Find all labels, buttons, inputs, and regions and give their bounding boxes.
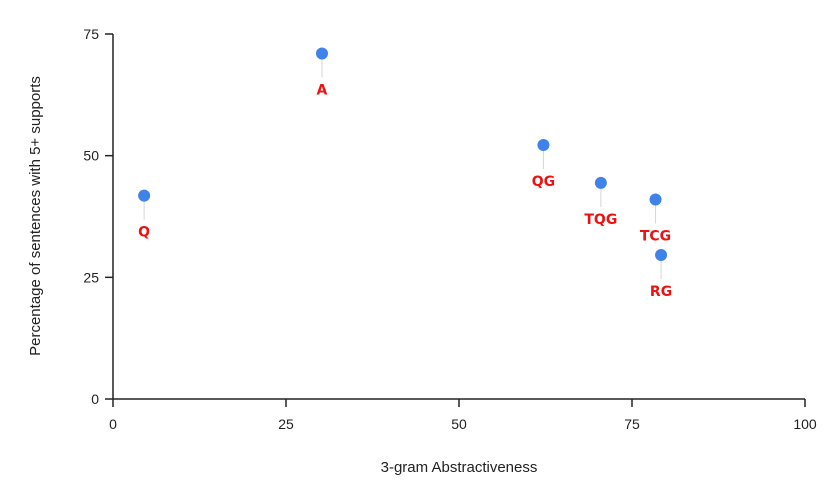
y-ticks: 0 25 50 75 <box>83 26 113 407</box>
x-axis-title: 3-gram Abstractiveness <box>381 459 538 476</box>
x-tick-label: 100 <box>793 416 817 432</box>
data-point <box>594 176 607 189</box>
data-point-label: RG <box>650 284 672 300</box>
point-labels: Q A QG TQG TCG RG <box>138 82 672 299</box>
x-ticks: 0 25 50 75 100 <box>109 399 817 432</box>
label-leaders <box>143 59 662 279</box>
data-point <box>138 189 151 202</box>
x-tick-label: 50 <box>451 416 467 432</box>
x-tick-label: 25 <box>278 416 294 432</box>
y-tick-label: 75 <box>83 26 99 42</box>
x-tick-label: 75 <box>624 416 640 432</box>
data-point-label: QG <box>532 174 555 190</box>
data-point-label: TQG <box>584 212 617 228</box>
data-points <box>138 47 668 261</box>
x-tick-label: 0 <box>109 416 117 432</box>
data-point <box>649 193 662 206</box>
y-tick-label: 0 <box>91 391 99 407</box>
data-point <box>537 138 550 151</box>
data-point <box>315 47 328 60</box>
axes <box>112 34 805 400</box>
data-point-label: TCG <box>640 228 671 244</box>
data-point-label: Q <box>138 225 150 241</box>
y-axis-title: Percentage of sentences with 5+ supports <box>27 76 44 356</box>
data-point-label: A <box>317 82 328 98</box>
y-tick-label: 25 <box>83 269 99 285</box>
data-point <box>655 248 668 261</box>
y-tick-label: 50 <box>83 148 99 164</box>
